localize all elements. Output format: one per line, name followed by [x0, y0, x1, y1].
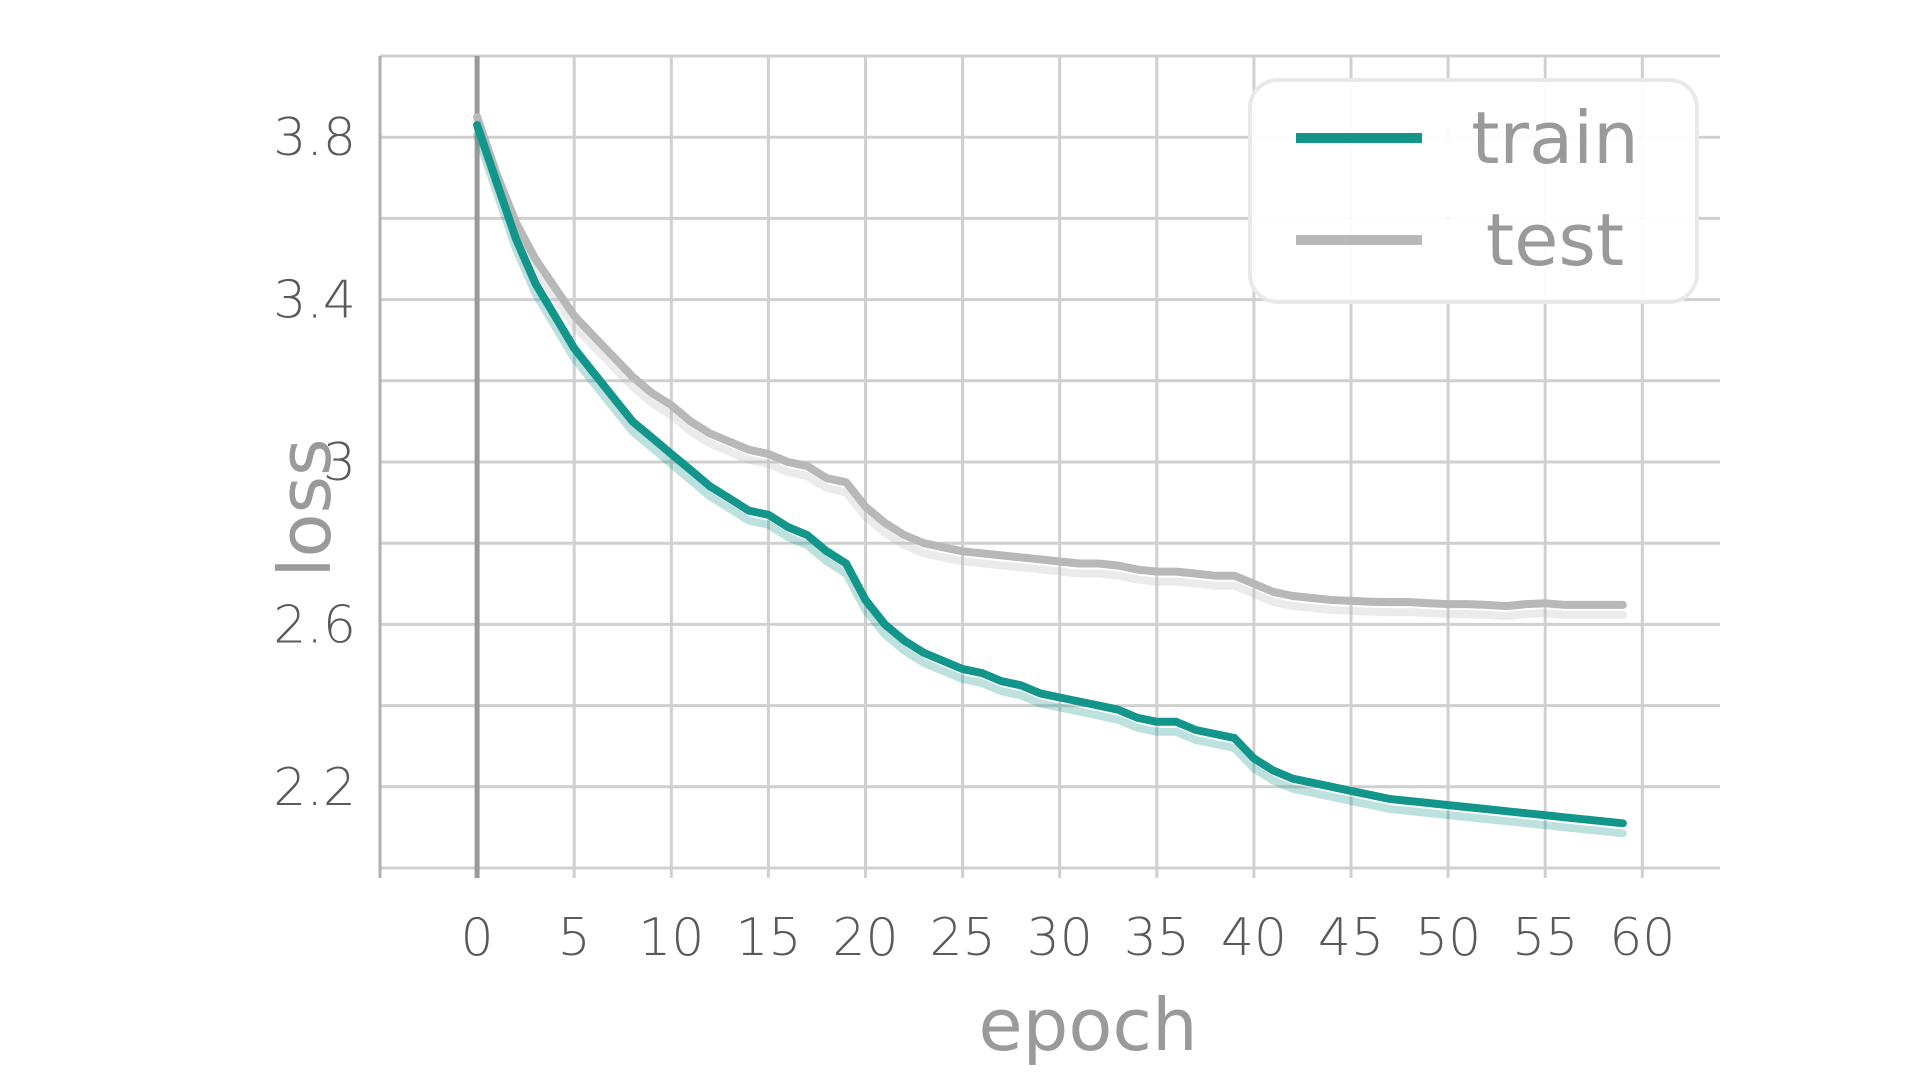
legend: train test	[1248, 78, 1699, 304]
x-tick-label: 60	[1609, 908, 1675, 968]
x-tick-label: 20	[832, 908, 898, 968]
x-tick-label: 5	[558, 908, 591, 968]
y-axis-label: loss	[263, 438, 347, 577]
series-train-line	[473, 121, 1627, 828]
x-tick-label: 40	[1221, 908, 1287, 968]
x-tick-label: 50	[1415, 908, 1481, 968]
x-tick-labels: 0 5 10 15 20 25 30 35 40 45 50 55 60	[461, 908, 1676, 968]
series-test-line	[473, 112, 1627, 611]
x-axis-label: epoch	[978, 983, 1197, 1067]
x-tick-label: 55	[1512, 908, 1578, 968]
x-tick-label: 30	[1027, 908, 1093, 968]
y-tick-label: 2.6	[273, 595, 356, 655]
x-tick-label: 10	[638, 908, 704, 968]
y-tick-label: 3	[323, 433, 356, 493]
x-tick-label: 45	[1318, 908, 1384, 968]
x-tick-label: 25	[930, 908, 996, 968]
series-train-raw	[473, 131, 1627, 838]
x-tick-label: 35	[1124, 908, 1190, 968]
series-layer	[473, 112, 1627, 838]
x-tick-label: 0	[461, 908, 494, 968]
legend-label-train: train	[1471, 96, 1639, 180]
x-tick-label: 15	[735, 908, 801, 968]
y-tick-label: 3.4	[273, 271, 356, 331]
series-test-raw	[473, 122, 1627, 621]
y-tick-label: 2.2	[273, 758, 356, 818]
grid-major	[378, 56, 480, 878]
y-tick-label: 3.8	[273, 108, 356, 168]
y-tick-labels: 2.2 2.6 3 3.4 3.8	[273, 108, 356, 818]
legend-label-test: test	[1486, 198, 1624, 282]
